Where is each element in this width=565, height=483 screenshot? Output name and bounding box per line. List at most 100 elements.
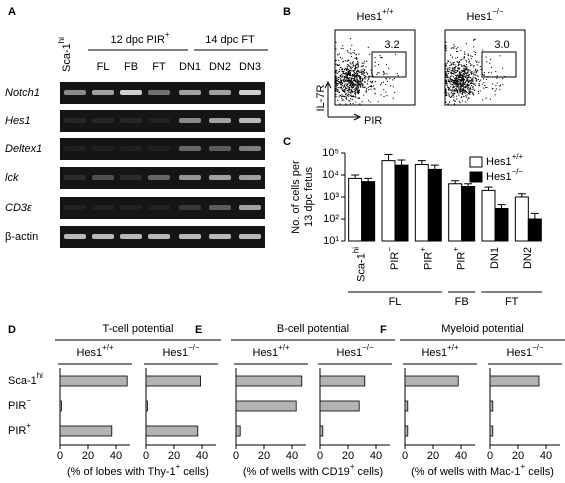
gate-value: 3.2 [384,39,399,51]
cell-dot [358,71,360,73]
cell-dot [455,82,457,84]
cell-dot [447,70,449,73]
y-tick-label-part: − [26,396,31,405]
gel-band [64,175,86,180]
x-axis-label-part: (% of wells with CD19 [243,466,350,478]
cell-dot [351,75,353,77]
cell-dot [462,76,464,78]
cell-dot [456,78,459,80]
cell-dot [390,85,392,87]
cell-dot [445,80,447,82]
cell-dot [349,103,352,105]
cell-dot [460,49,462,52]
cell-dot [464,53,466,55]
gel-band [120,90,142,95]
cell-dot [337,83,339,85]
cell-dot [449,82,451,84]
cell-dot [354,67,356,70]
cell-dot [468,93,470,95]
cell-dot [459,74,461,76]
gel-band [179,175,201,180]
bar [489,425,494,437]
cell-dot [359,71,361,73]
cell-dot [452,90,454,93]
cell-dot [468,83,470,86]
y-tick-label: PIR− [8,396,31,412]
subplot-title-part: Hes1 [421,347,447,359]
cell-dot [472,79,474,81]
cell-dot [356,67,358,69]
cell-dot [355,86,357,88]
cell-dot [496,77,498,79]
cell-dot [355,84,357,86]
cell-dot [370,88,372,90]
cell-dot [397,74,399,77]
gel-band [209,175,231,180]
x-tick-label-part: PIR [456,252,468,270]
cell-dot [454,85,456,88]
cell-dot [463,83,465,86]
cell-dot [445,94,448,97]
cell-dot [495,70,497,73]
cell-dot [496,75,498,77]
cell-dot [484,84,486,87]
cell-dot [364,86,366,88]
cell-dot [355,76,358,78]
cell-dot [335,95,337,97]
gel-band [239,90,261,95]
gel-band [239,205,261,210]
bar [414,164,429,242]
legend-label-part: −/− [512,167,524,176]
cell-dot [354,84,356,87]
gel-band [239,175,261,180]
x-tick-label: 40 [540,450,552,462]
legend-label-part: Hes1 [486,156,512,168]
cell-dot [452,92,454,94]
cell-dot [346,74,348,76]
error-bar [364,177,373,182]
cell-dot [461,71,463,73]
cell-dot [365,89,368,91]
cell-dot [445,75,447,77]
gene-label: CD3ε [5,202,32,214]
cell-dot [453,103,456,105]
cell-dot [363,86,365,89]
bar [59,375,128,387]
cell-dot [355,89,358,91]
cell-dot [445,101,447,103]
cell-dot [467,83,469,85]
cell-dot [471,88,473,91]
cell-dot [462,85,464,87]
cell-dot [488,71,490,74]
cell-dot [358,77,361,79]
cell-dot [445,46,447,48]
cell-dot [456,86,458,88]
bar [59,400,62,412]
cell-dot [343,75,346,78]
cell-dot [456,75,458,77]
x-tick-label: 0 [233,450,239,462]
cell-dot [335,63,337,65]
cell-dot [346,64,349,66]
bar [514,196,529,242]
cell-dot [351,98,353,101]
cell-dot [494,94,496,96]
cell-dot [337,87,339,89]
cell-dot [456,89,458,91]
gene-label: Deltex1 [5,143,42,155]
cell-dot [355,53,358,56]
cell-dot [345,75,347,77]
cell-dot [462,84,464,86]
cell-dot [447,86,449,88]
cell-dot [385,91,387,93]
cell-dot [356,71,358,73]
cell-dot [341,94,343,96]
cell-dot [475,74,477,76]
cell-dot [452,85,455,87]
cell-dot [464,68,466,70]
gel-band [148,205,170,210]
cell-dot [464,71,466,73]
cell-dot [465,63,468,66]
y-tick-label-part: + [26,421,31,430]
cell-dot [350,89,352,92]
